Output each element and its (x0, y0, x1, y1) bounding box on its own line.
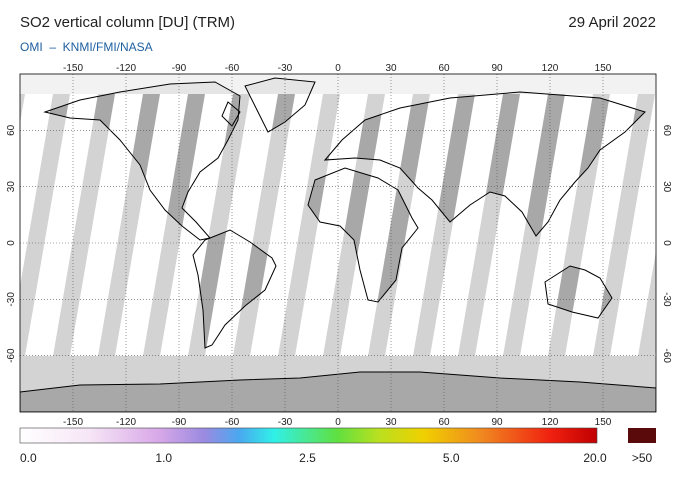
lat-label-left: 0 (6, 240, 17, 246)
map-frame (19, 73, 657, 413)
lon-label-top: -150 (63, 63, 83, 74)
colorbar-label: 5.0 (443, 451, 460, 465)
lon-label-top: -30 (278, 63, 293, 74)
land-outline (43, 77, 646, 349)
colorbar-overflow (628, 428, 656, 443)
swath (475, 94, 548, 356)
lon-label-bottom: -90 (172, 417, 187, 428)
title: SO2 vertical column [DU] (TRM) (20, 14, 235, 31)
orbit-swaths (20, 94, 656, 356)
coastline (323, 91, 646, 237)
lon-label-top: 60 (438, 63, 450, 74)
swath (565, 94, 638, 356)
source: OMI – KNMI/FMI/NASA (20, 40, 153, 54)
swath (610, 94, 656, 356)
lon-label-top: -120 (116, 63, 136, 74)
colorbar-label: 0.0 (20, 451, 37, 465)
swath (430, 94, 503, 356)
lon-label-bottom: 150 (595, 417, 612, 428)
swath (295, 94, 368, 356)
colorbar-labels: 0.0 1.0 2.5 5.0 20.0 (20, 451, 607, 465)
lon-label-bottom: 90 (491, 417, 503, 428)
lon-label-bottom: 120 (542, 417, 559, 428)
lon-label-top: 30 (385, 63, 397, 74)
lon-label-bottom: -150 (63, 417, 83, 428)
lat-label-right: -60 (661, 348, 672, 363)
lon-label-top: 90 (491, 63, 503, 74)
lat-label-left: -30 (6, 292, 17, 307)
swath (115, 94, 188, 356)
lon-label-top: 120 (542, 63, 559, 74)
colorbar-label: 2.5 (299, 451, 316, 465)
lon-label-bottom: -60 (225, 417, 240, 428)
colorbar-label: 20.0 (583, 451, 607, 465)
swath (520, 94, 593, 356)
colorbar-label: 1.0 (155, 451, 172, 465)
lat-label-left: 60 (6, 124, 17, 136)
lon-label-bottom: 0 (335, 417, 341, 428)
swath (160, 94, 233, 356)
colorbar-overflow-label: >50 (632, 451, 653, 465)
coastline (192, 229, 277, 349)
lon-label-top: -60 (225, 63, 240, 74)
lon-label-bottom: -120 (116, 417, 136, 428)
ticks: -150 -150 -120 -120 -90 -90 -60 -60 -30 -30 0 0 30 30… (6, 63, 672, 428)
swath (70, 94, 143, 356)
lat-label-left: -60 (6, 348, 17, 363)
colorbar (19, 427, 598, 444)
lat-label-right: 60 (661, 125, 672, 137)
lat-label-right: 0 (661, 240, 672, 246)
map (20, 74, 656, 412)
lon-label-top: 0 (335, 63, 341, 74)
coastline (544, 265, 613, 319)
swath (25, 94, 98, 356)
coastline (244, 77, 316, 133)
swath (250, 94, 323, 356)
swath (340, 94, 413, 356)
lat-label-left: 30 (6, 181, 17, 193)
land (45, 82, 240, 240)
swath (385, 94, 458, 356)
lon-label-bottom: 60 (438, 417, 450, 428)
date: 29 April 2022 (568, 14, 656, 31)
lon-label-bottom: 30 (385, 417, 397, 428)
coastline (43, 81, 241, 241)
lon-label-bottom: -30 (278, 417, 293, 428)
swath (20, 94, 53, 287)
lon-label-top: -90 (172, 63, 187, 74)
lon-label-top: 150 (595, 63, 612, 74)
swath (205, 94, 278, 356)
coastline (307, 167, 419, 303)
lat-label-right: -30 (661, 292, 672, 307)
graticule (20, 74, 656, 412)
lat-label-right: 30 (661, 181, 672, 193)
